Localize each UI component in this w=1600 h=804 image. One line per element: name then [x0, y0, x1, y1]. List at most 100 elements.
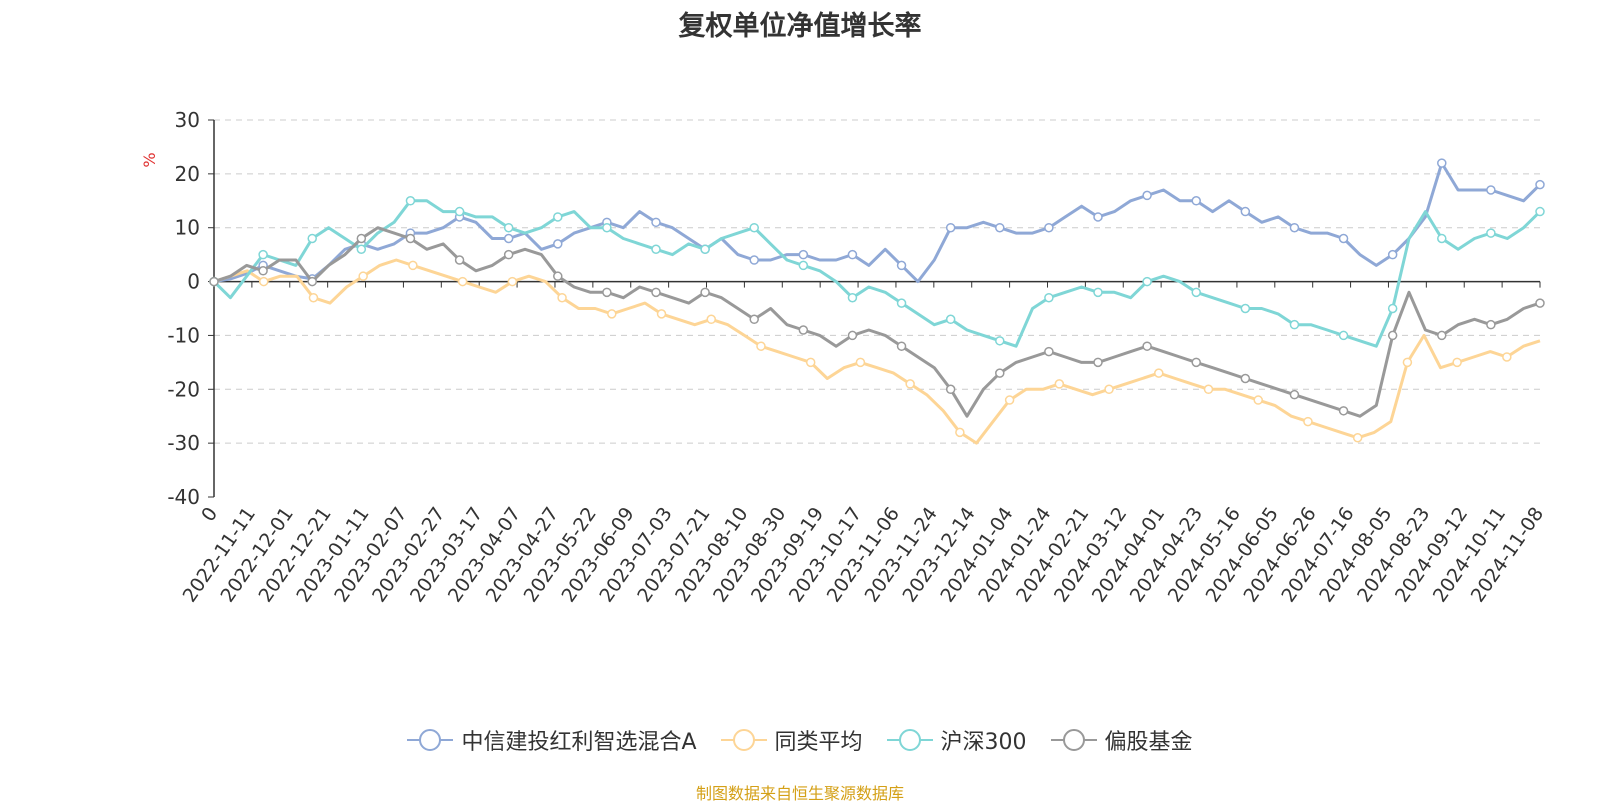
data-point — [1502, 352, 1512, 362]
data-point — [847, 249, 858, 260]
data-point — [945, 314, 956, 325]
y-tick-label: 20 — [175, 162, 200, 186]
legend-item[interactable]: 同类平均 — [720, 724, 863, 756]
data-point — [1203, 384, 1214, 395]
data-point — [1093, 212, 1103, 222]
data-point — [905, 379, 915, 389]
data-point — [1486, 319, 1496, 330]
data-point — [307, 233, 317, 244]
data-point — [1338, 233, 1349, 244]
data-point — [503, 249, 514, 260]
legend-item[interactable]: 偏股基金 — [1050, 724, 1193, 756]
data-point — [805, 357, 816, 368]
legend: 中信建投红利智选混合A 同类平均 沪深300 偏股基金 — [0, 724, 1600, 756]
data-point — [1289, 319, 1300, 330]
data-point — [553, 212, 563, 222]
data-point — [307, 276, 317, 287]
grid-layer — [214, 119, 1540, 444]
data-point — [258, 276, 269, 287]
data-point — [356, 233, 367, 244]
data-point — [1240, 206, 1251, 217]
data-point — [1289, 222, 1300, 233]
data-point — [1486, 185, 1496, 195]
series-line-1 — [213, 258, 1541, 445]
data-point — [749, 255, 759, 265]
data-point — [1338, 330, 1349, 341]
data-point — [700, 287, 710, 298]
data-point — [1093, 357, 1103, 368]
y-tick-label: 30 — [175, 108, 200, 132]
legend-item[interactable]: 中信建投红利智选混合A — [407, 724, 697, 756]
data-point — [1535, 206, 1545, 217]
data-point — [1142, 341, 1152, 351]
data-point — [1044, 222, 1054, 233]
data-point — [955, 427, 965, 438]
data-point — [358, 271, 368, 281]
data-point — [1142, 276, 1152, 287]
y-tick-label: -40 — [167, 485, 200, 509]
data-point — [557, 292, 567, 303]
data-point — [1289, 389, 1300, 400]
data-point — [209, 276, 219, 287]
data-point — [706, 314, 716, 325]
x-tick-label: 0 — [197, 503, 222, 526]
data-point — [258, 249, 268, 260]
data-point — [1486, 228, 1496, 238]
y-tick-label: -10 — [167, 323, 200, 347]
data-point — [1191, 357, 1201, 368]
data-point — [1044, 346, 1054, 357]
y-tick-label: -20 — [167, 377, 200, 401]
data-point — [1535, 179, 1545, 190]
data-point — [1387, 303, 1398, 314]
y-tick-label: -30 — [167, 431, 200, 455]
data-point — [308, 292, 319, 303]
data-point — [1387, 330, 1398, 341]
data-point — [1154, 368, 1164, 378]
data-point — [1191, 287, 1201, 298]
data-point — [503, 233, 514, 244]
data-point — [1437, 158, 1447, 168]
data-point — [1303, 416, 1313, 427]
legend-label: 同类平均 — [774, 730, 863, 755]
data-point — [1044, 292, 1054, 303]
data-point — [553, 239, 563, 249]
data-point — [457, 276, 468, 287]
y-tick-label: 0 — [187, 270, 200, 294]
data-point — [995, 368, 1005, 378]
legend-item[interactable]: 沪深300 — [886, 724, 1027, 756]
data-point — [405, 196, 416, 206]
y-tick-label: 10 — [175, 216, 200, 240]
data-point — [1240, 373, 1251, 384]
data-point — [602, 222, 612, 233]
data-point — [405, 233, 416, 244]
data-point — [855, 357, 866, 368]
data-point — [454, 255, 465, 265]
y-axis-label: % — [140, 152, 159, 167]
data-point — [1352, 433, 1363, 443]
data-point — [607, 309, 617, 319]
data-point — [1253, 395, 1263, 405]
data-point — [1437, 330, 1447, 341]
data-point — [651, 244, 661, 255]
data-point — [749, 222, 759, 233]
data-point — [1402, 357, 1413, 368]
legend-label: 偏股基金 — [1104, 730, 1193, 755]
data-point — [1054, 379, 1065, 389]
data-point — [798, 260, 809, 271]
legend-label: 中信建投红利智选混合A — [461, 730, 697, 755]
data-point — [995, 336, 1005, 346]
data-point — [258, 266, 268, 276]
data-point — [1104, 384, 1114, 395]
chart-title: 复权单位净值增长率 — [678, 11, 922, 42]
data-point — [602, 287, 612, 298]
legend-line-circle-icon — [407, 729, 454, 751]
data-point — [1191, 196, 1201, 206]
data-point — [651, 287, 661, 298]
axis-layer: 3020100-10-20-30-4002022-11-112022-12-01… — [167, 108, 1548, 606]
series-layer — [209, 158, 1545, 445]
data-point — [356, 244, 367, 255]
legend-line-circle-icon — [886, 729, 933, 751]
data-point — [700, 244, 710, 255]
series-line-0 — [213, 161, 1542, 284]
